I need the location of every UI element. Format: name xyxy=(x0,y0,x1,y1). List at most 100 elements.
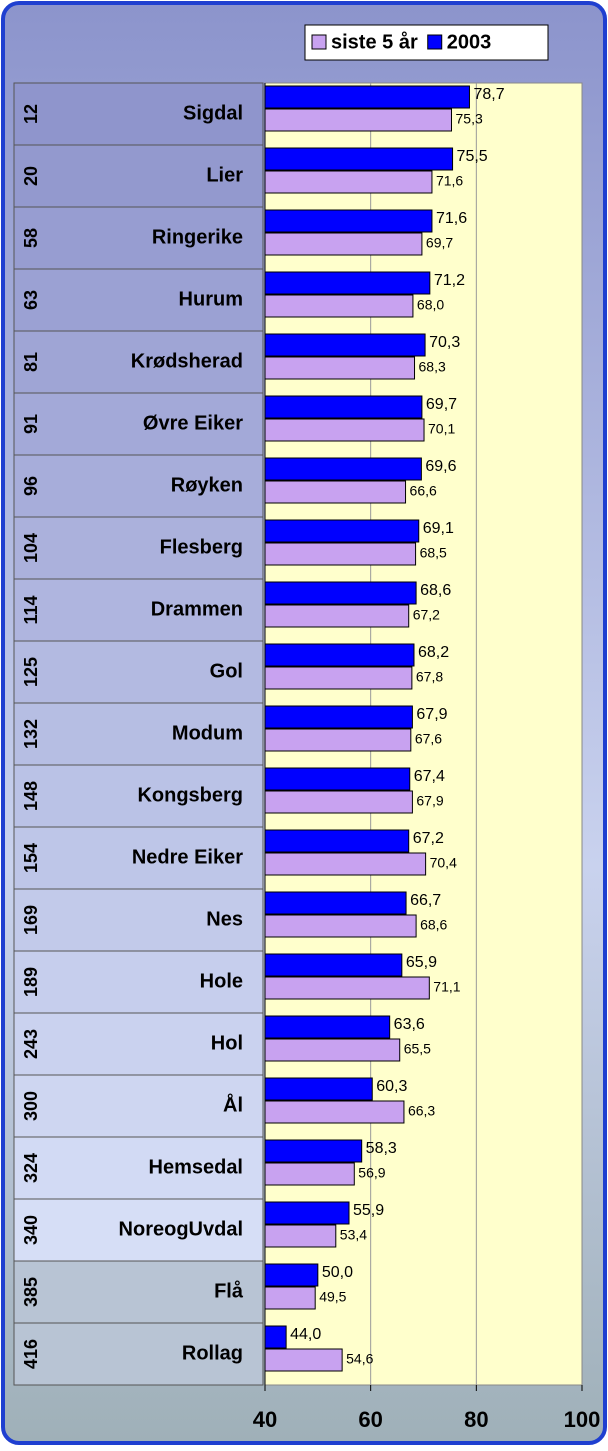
data-label: 69,7 xyxy=(426,396,457,413)
data-label: 58,3 xyxy=(366,1140,397,1157)
bar xyxy=(264,728,412,752)
bar xyxy=(264,1201,350,1225)
row-label-bg xyxy=(13,516,264,580)
data-label: 50,0 xyxy=(322,1264,353,1281)
bar xyxy=(264,333,426,357)
legend-label: 2003 xyxy=(447,31,492,53)
data-label: 67,8 xyxy=(416,669,443,685)
x-tick-label: 80 xyxy=(464,1407,488,1432)
data-label: 66,3 xyxy=(408,1103,435,1119)
row-label-bg xyxy=(13,82,264,146)
data-label: 68,2 xyxy=(418,644,449,661)
category-label: Ringerike xyxy=(152,226,243,248)
bar xyxy=(264,147,454,171)
category-label: Hurum xyxy=(179,288,243,310)
rank-label: 58 xyxy=(21,228,41,248)
row-label-bg xyxy=(13,888,264,952)
x-tick-label: 60 xyxy=(358,1407,382,1432)
row-label-bg xyxy=(13,1322,264,1386)
bar xyxy=(264,1325,287,1349)
legend xyxy=(304,24,549,61)
data-label: 60,3 xyxy=(376,1078,407,1095)
category-label: Røyken xyxy=(171,474,243,496)
category-label: Flå xyxy=(214,1279,244,1302)
bar xyxy=(264,705,413,729)
bar xyxy=(264,1100,405,1124)
rank-label: 416 xyxy=(21,1339,41,1369)
rank-label: 81 xyxy=(21,352,41,372)
data-label: 54,6 xyxy=(346,1351,373,1367)
category-label: Ål xyxy=(223,1092,243,1116)
x-tick-label: 100 xyxy=(564,1407,601,1432)
category-label: Kongsberg xyxy=(137,784,243,806)
rank-label: 12 xyxy=(21,104,41,124)
data-label: 67,9 xyxy=(416,706,447,723)
data-label: 66,6 xyxy=(410,483,437,499)
bar xyxy=(264,1139,363,1163)
bar xyxy=(264,891,407,915)
bar xyxy=(264,914,417,938)
data-label: 66,7 xyxy=(410,892,441,909)
bar xyxy=(264,1077,373,1101)
rank-label: 125 xyxy=(21,657,41,687)
bar xyxy=(264,356,416,380)
rank-label: 340 xyxy=(21,1215,41,1245)
data-label: 69,6 xyxy=(425,458,456,475)
bar xyxy=(264,271,431,295)
data-label: 55,9 xyxy=(353,1202,384,1219)
bar xyxy=(264,643,415,667)
data-label: 75,5 xyxy=(457,148,488,165)
data-label: 67,2 xyxy=(413,607,440,623)
data-label: 67,2 xyxy=(413,830,444,847)
bar xyxy=(264,294,414,318)
category-label: Nedre Eiker xyxy=(132,846,243,868)
rank-label: 104 xyxy=(21,533,41,563)
data-label: 71,2 xyxy=(434,272,465,289)
legend-swatch xyxy=(311,34,327,50)
bar xyxy=(264,457,422,481)
data-label: 69,1 xyxy=(423,520,454,537)
category-label: Flesberg xyxy=(160,536,243,558)
data-label: 56,9 xyxy=(358,1165,385,1181)
row-label-bg xyxy=(13,1260,264,1324)
data-label: 67,9 xyxy=(416,793,443,809)
bar xyxy=(264,1348,343,1372)
rank-label: 189 xyxy=(21,967,41,997)
rank-label: 324 xyxy=(21,1153,41,1183)
bar xyxy=(264,1224,337,1248)
data-label: 65,9 xyxy=(406,954,437,971)
bar xyxy=(264,85,470,109)
bar xyxy=(264,790,413,814)
bar xyxy=(264,108,453,132)
legend-label: siste 5 år xyxy=(331,30,418,53)
bar xyxy=(264,976,430,1000)
data-label: 70,3 xyxy=(429,334,460,351)
data-label: 78,7 xyxy=(473,86,504,103)
row-label-bg xyxy=(13,950,264,1014)
category-label: Sigdal xyxy=(183,102,243,124)
bar xyxy=(264,604,410,628)
bar xyxy=(264,666,413,690)
data-label: 65,5 xyxy=(404,1041,431,1057)
row-label-bg xyxy=(13,702,264,766)
row-label-bg xyxy=(13,1198,264,1262)
category-label: NoreogUvdal xyxy=(119,1218,243,1240)
rank-label: 154 xyxy=(21,843,41,873)
bar xyxy=(264,1263,319,1287)
rank-label: 20 xyxy=(21,166,41,186)
bar xyxy=(264,767,411,791)
data-label: 49,5 xyxy=(319,1289,346,1305)
rank-label: 169 xyxy=(21,905,41,935)
data-label: 75,3 xyxy=(456,111,483,127)
category-label: Hemsedal xyxy=(149,1156,244,1178)
bar xyxy=(264,1038,401,1062)
data-label: 67,4 xyxy=(414,768,445,785)
category-label: Gol xyxy=(210,660,243,682)
bar xyxy=(264,581,417,605)
bar xyxy=(264,519,420,543)
data-label: 69,7 xyxy=(426,235,453,251)
category-label: Modum xyxy=(172,722,243,744)
bar xyxy=(264,852,427,876)
category-label: Øvre Eiker xyxy=(143,412,243,434)
